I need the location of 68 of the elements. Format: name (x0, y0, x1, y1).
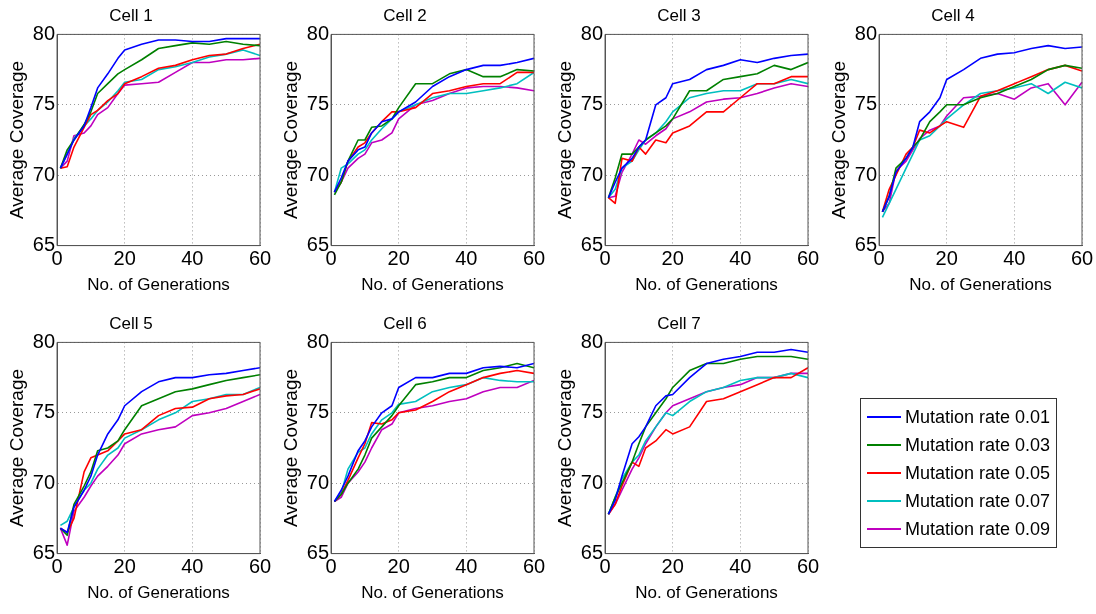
y-tick-label: 80 (32, 329, 56, 352)
x-tick-label: 60 (522, 247, 546, 270)
y-tick-label: 75 (32, 92, 56, 115)
legend-label: Mutation rate 0.07 (905, 490, 1051, 512)
y-axis-title: Average Coverage (5, 60, 27, 220)
y-tick-label: 70 (306, 470, 330, 493)
y-tick-label: 75 (306, 400, 330, 423)
y-tick-label: 70 (854, 162, 878, 185)
y-tick-label: 70 (580, 470, 604, 493)
y-tick-label: 75 (580, 92, 604, 115)
x-tick-label: 20 (113, 555, 136, 578)
y-tick-label: 80 (580, 329, 604, 352)
y-tick-label: 80 (306, 21, 330, 44)
y-axis-title: Average Coverage (553, 60, 575, 220)
x-tick-label: 40 (455, 247, 478, 270)
y-tick-label: 75 (306, 92, 330, 115)
y-tick-label: 75 (32, 400, 56, 423)
legend-label: Mutation rate 0.05 (905, 462, 1051, 484)
chart-title: Cell 1 (109, 5, 153, 25)
y-axis-title: Average Coverage (279, 368, 301, 528)
y-tick-label: 70 (306, 162, 330, 185)
x-tick-label: 40 (729, 247, 752, 270)
y-tick-label: 80 (854, 21, 878, 44)
y-tick-label: 80 (32, 21, 56, 44)
x-axis-title: No. of Generations (909, 275, 1052, 295)
x-tick-label: 20 (113, 247, 136, 270)
y-tick-label: 70 (32, 162, 56, 185)
chart-title: Cell 4 (931, 5, 975, 25)
x-tick-label: 40 (729, 555, 752, 578)
y-tick-label: 80 (306, 329, 330, 352)
chart-title: Cell 5 (109, 313, 153, 333)
x-tick-label: 60 (248, 555, 272, 578)
chart-title: Cell 2 (383, 5, 427, 25)
y-tick-label: 80 (580, 21, 604, 44)
x-tick-label: 20 (387, 247, 410, 270)
x-tick-label: 20 (387, 555, 410, 578)
x-tick-label: 60 (248, 247, 272, 270)
y-axis-title: Average Coverage (827, 60, 849, 220)
chart-title: Cell 6 (383, 313, 427, 333)
chart-title: Cell 3 (657, 5, 701, 25)
x-axis-title: No. of Generations (87, 275, 230, 295)
x-axis-title: No. of Generations (635, 583, 778, 603)
y-tick-label: 75 (580, 400, 604, 423)
x-axis-title: No. of Generations (87, 583, 230, 603)
x-tick-label: 60 (522, 555, 546, 578)
x-tick-label: 20 (661, 247, 684, 270)
x-tick-label: 40 (1003, 247, 1026, 270)
legend-label: Mutation rate 0.01 (905, 406, 1051, 428)
y-tick-label: 70 (580, 162, 604, 185)
x-tick-label: 40 (181, 555, 204, 578)
y-tick-label: 70 (32, 470, 56, 493)
x-tick-label: 20 (935, 247, 958, 270)
x-tick-label: 60 (796, 247, 820, 270)
x-tick-label: 40 (181, 247, 204, 270)
legend-label: Mutation rate 0.03 (905, 434, 1051, 456)
x-axis-title: No. of Generations (361, 275, 504, 295)
y-axis-title: Average Coverage (279, 60, 301, 220)
y-axis-title: Average Coverage (553, 368, 575, 528)
legend-label: Mutation rate 0.09 (905, 518, 1051, 540)
x-tick-label: 20 (661, 555, 684, 578)
x-tick-label: 60 (1070, 247, 1094, 270)
x-tick-label: 40 (455, 555, 478, 578)
x-tick-label: 60 (796, 555, 820, 578)
chart-title: Cell 7 (657, 313, 701, 333)
y-axis-title: Average Coverage (5, 368, 27, 528)
x-axis-title: No. of Generations (635, 275, 778, 295)
x-axis-title: No. of Generations (361, 583, 504, 603)
y-tick-label: 75 (854, 92, 878, 115)
